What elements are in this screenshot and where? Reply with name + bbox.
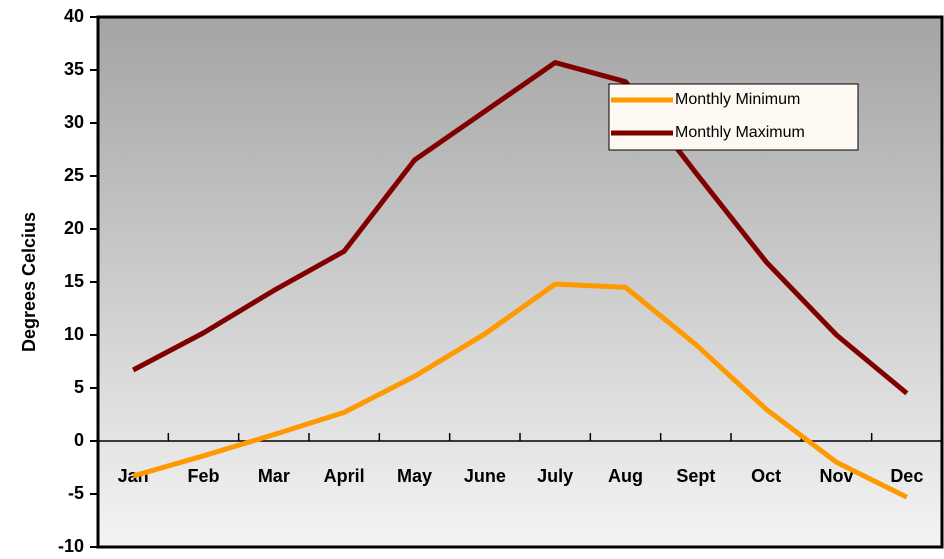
- line-series: [132, 281, 908, 500]
- legend-label: Monthly Maximum: [675, 124, 805, 141]
- y-tick-label: 40: [64, 6, 84, 26]
- y-tick-label: -10: [58, 536, 84, 556]
- y-tick-label: 15: [64, 271, 84, 291]
- legend: [608, 83, 859, 151]
- y-axis-title: Degrees Celcius: [19, 212, 39, 352]
- x-tick-label: Sept: [676, 466, 715, 486]
- x-tick-label: June: [464, 466, 506, 486]
- x-tick-label: Oct: [751, 466, 781, 486]
- y-tick-label: 5: [74, 377, 84, 397]
- y-tick-label: 20: [64, 218, 84, 238]
- x-tick-label: Dec: [890, 466, 923, 486]
- y-tick-label: 30: [64, 112, 84, 132]
- x-tick-label: April: [324, 466, 365, 486]
- x-tick-label: Feb: [187, 466, 219, 486]
- x-tick-label: July: [537, 466, 573, 486]
- line-series: [132, 60, 909, 396]
- y-tick-label: 10: [64, 324, 84, 344]
- x-tick-label: May: [397, 466, 432, 486]
- y-tick-label: 25: [64, 165, 84, 185]
- y-tick-label: -5: [68, 483, 84, 503]
- y-tick-label: 0: [74, 430, 84, 450]
- x-tick-label: Aug: [608, 466, 643, 486]
- x-tick-label: Nov: [819, 466, 853, 486]
- legend-label: Monthly Minimum: [675, 91, 800, 108]
- y-tick-label: 35: [64, 59, 84, 79]
- x-tick-label: Mar: [258, 466, 290, 486]
